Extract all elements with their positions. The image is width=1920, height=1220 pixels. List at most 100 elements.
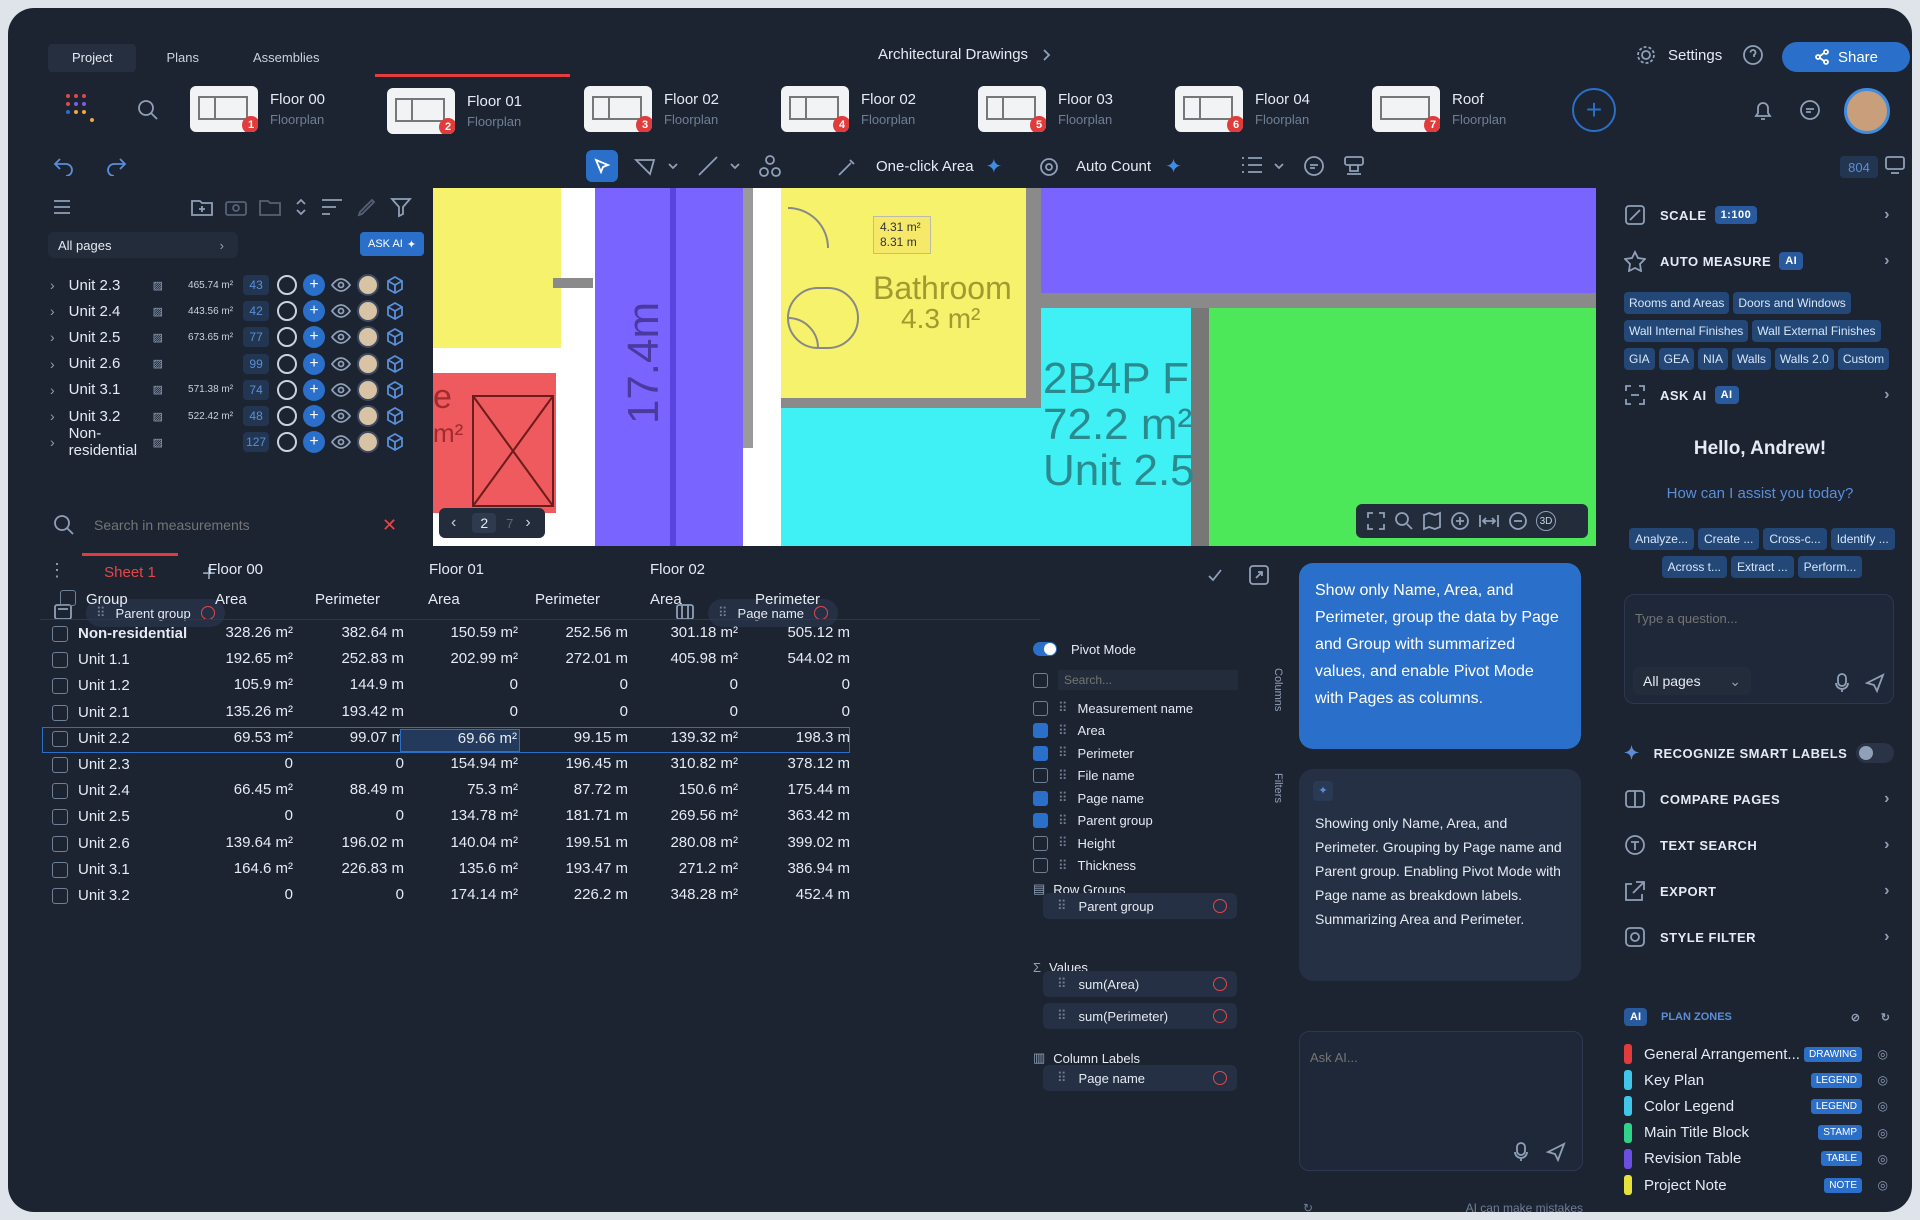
table-cell[interactable]: 139.32 m² [670,728,738,746]
plan-tab-5[interactable]: 5 Floor 03 Floorplan [966,74,1161,144]
filters-side-tab[interactable]: Filters [1272,773,1284,803]
visibility-circle[interactable] [277,301,298,322]
auto-measure-tag[interactable]: Doors and Windows [1733,292,1851,314]
unit-row[interactable]: › Non-residential ▨ 127 + [50,425,430,459]
column-header[interactable]: Area [215,591,247,608]
sort-icon[interactable] [294,196,308,218]
table-cell[interactable]: 88.49 m [349,781,404,799]
table-cell[interactable]: 181.71 m [565,807,628,825]
user-avatar[interactable] [1844,88,1890,134]
ask-ai-item[interactable]: ASK AI AI › [1624,380,1894,410]
add-measurement-button[interactable]: + [303,274,326,296]
table-cell[interactable]: 280.08 m² [670,833,738,851]
next-page-icon[interactable]: › [525,514,531,531]
suggestion-chip[interactable]: Create ... [1697,528,1760,550]
stamp-icon[interactable] [1342,154,1366,178]
table-cell[interactable]: 139.64 m² [225,833,293,851]
table-cell[interactable]: 310.82 m² [670,755,738,772]
notification-bell-icon[interactable] [1752,98,1774,122]
zoom-search-icon[interactable] [136,98,160,122]
field-checkbox[interactable] [1033,835,1048,851]
table-cell[interactable]: 196.02 m [341,833,404,851]
zone-target-icon[interactable]: ◎ [1877,1125,1888,1140]
table-cell[interactable]: 75.3 m² [467,781,518,799]
table-cell[interactable]: 192.65 m² [225,650,293,668]
one-click-area-button[interactable]: One-click Area ✦ [836,154,1002,179]
select-all-checkbox[interactable] [1033,672,1048,688]
visibility-circle[interactable] [277,327,298,348]
unit-row[interactable]: › Unit 2.5 ▨ 673.65 m² 77 + [50,324,430,350]
undo-icon[interactable] [52,154,76,176]
help-icon[interactable] [1742,44,1764,66]
table-cell[interactable]: 0 [395,755,404,772]
send-icon[interactable] [1865,673,1885,693]
zone-target-icon[interactable]: ◎ [1877,1073,1888,1088]
plan-tab-2[interactable]: 2 Floor 01 Floorplan [375,74,570,144]
column-label-item[interactable]: ⠿ Page name [1043,1065,1237,1091]
column-header[interactable]: Area [650,591,682,608]
auto-measure-tag[interactable]: Walls [1732,348,1771,370]
all-pages-dropdown[interactable]: All pages › [48,232,238,258]
table-cell[interactable]: 99.15 m [573,728,628,746]
table-cell[interactable]: 505.12 m [787,624,850,641]
field-checkbox[interactable] [1033,745,1048,761]
assignee-avatar[interactable] [357,405,380,427]
expand-sheet-icon[interactable] [1248,564,1270,586]
plan-zone-item[interactable]: Color Legend LEGEND ◎ [1624,1092,1894,1120]
assignee-avatar[interactable] [357,274,380,296]
table-cell[interactable]: 452.4 m [795,886,850,903]
unit-row[interactable]: › Unit 2.4 ▨ 443.56 m² 42 + [50,298,430,324]
row-checkbox[interactable] [52,835,68,852]
plan-zone-item[interactable]: General Arrangement... DRAWING ◎ [1624,1040,1894,1068]
zoom-out-icon[interactable] [1508,511,1528,531]
auto-measure-tag[interactable]: Wall Internal Finishes [1624,320,1749,342]
field-checkbox[interactable] [1033,790,1048,806]
line-tool-icon[interactable] [696,154,720,178]
unit-row[interactable]: › Unit 2.6 ▨ 99 + [50,351,430,377]
row-checkbox[interactable] [52,704,68,721]
assignee-avatar[interactable] [357,378,380,401]
cube-icon[interactable] [385,380,405,400]
table-cell[interactable]: 272.01 m [565,650,628,668]
align-icon[interactable] [320,196,344,218]
pivot-field[interactable]: ⠿ Thickness [1033,855,1136,877]
prev-page-icon[interactable]: ‹ [451,514,457,531]
table-cell[interactable]: 252.83 m [341,650,404,668]
select-tool-icon[interactable] [586,150,618,182]
pivot-field[interactable]: ⠿ Area [1033,720,1105,742]
remove-chip-icon[interactable] [1213,1071,1227,1085]
zoom-area-icon[interactable] [1394,511,1414,531]
style-filter-item[interactable]: STYLE FILTER › [1624,922,1894,952]
zoom-in-icon[interactable] [1450,511,1470,531]
value-item[interactable]: ⠿ sum(Perimeter) [1043,1003,1237,1029]
auto-measure-tag[interactable]: NIA [1698,348,1729,370]
visibility-circle[interactable] [277,353,298,374]
ask-ai-button[interactable]: ASK AI ✦ [360,232,425,256]
chevron-down-icon[interactable] [668,156,678,176]
plan-zone-item[interactable]: Main Title Block STAMP ◎ [1624,1119,1894,1147]
eye-icon[interactable] [331,382,352,397]
eye-icon[interactable] [331,278,352,292]
pivot-search-input[interactable] [1058,670,1238,690]
add-measurement-button[interactable]: + [303,326,326,349]
fit-width-icon[interactable] [1478,511,1500,531]
pivot-field[interactable]: ⠿ Parent group [1033,810,1153,832]
cube-icon[interactable] [385,301,405,321]
field-checkbox[interactable] [1033,700,1048,716]
zone-target-icon[interactable]: ◎ [1877,1178,1888,1192]
comment-icon[interactable] [1302,154,1326,178]
visibility-circle[interactable] [277,275,298,295]
send-icon[interactable] [1546,1142,1566,1162]
plan-tab-7[interactable]: 7 Roof Floorplan [1360,74,1555,144]
expand-chevron-icon[interactable]: › [50,355,55,372]
auto-measure-tag[interactable]: GIA [1624,348,1655,370]
visibility-circle[interactable] [277,379,298,400]
chevron-down-icon[interactable] [1274,156,1284,176]
tab-project[interactable]: Project [48,44,137,72]
cube-icon[interactable] [385,275,405,295]
table-cell[interactable]: 174.14 m² [450,886,518,903]
share-button[interactable]: Share [1782,42,1910,72]
field-checkbox[interactable] [1033,813,1048,828]
table-cell[interactable]: 0 [619,676,628,694]
table-cell[interactable]: 193.42 m [341,702,404,720]
